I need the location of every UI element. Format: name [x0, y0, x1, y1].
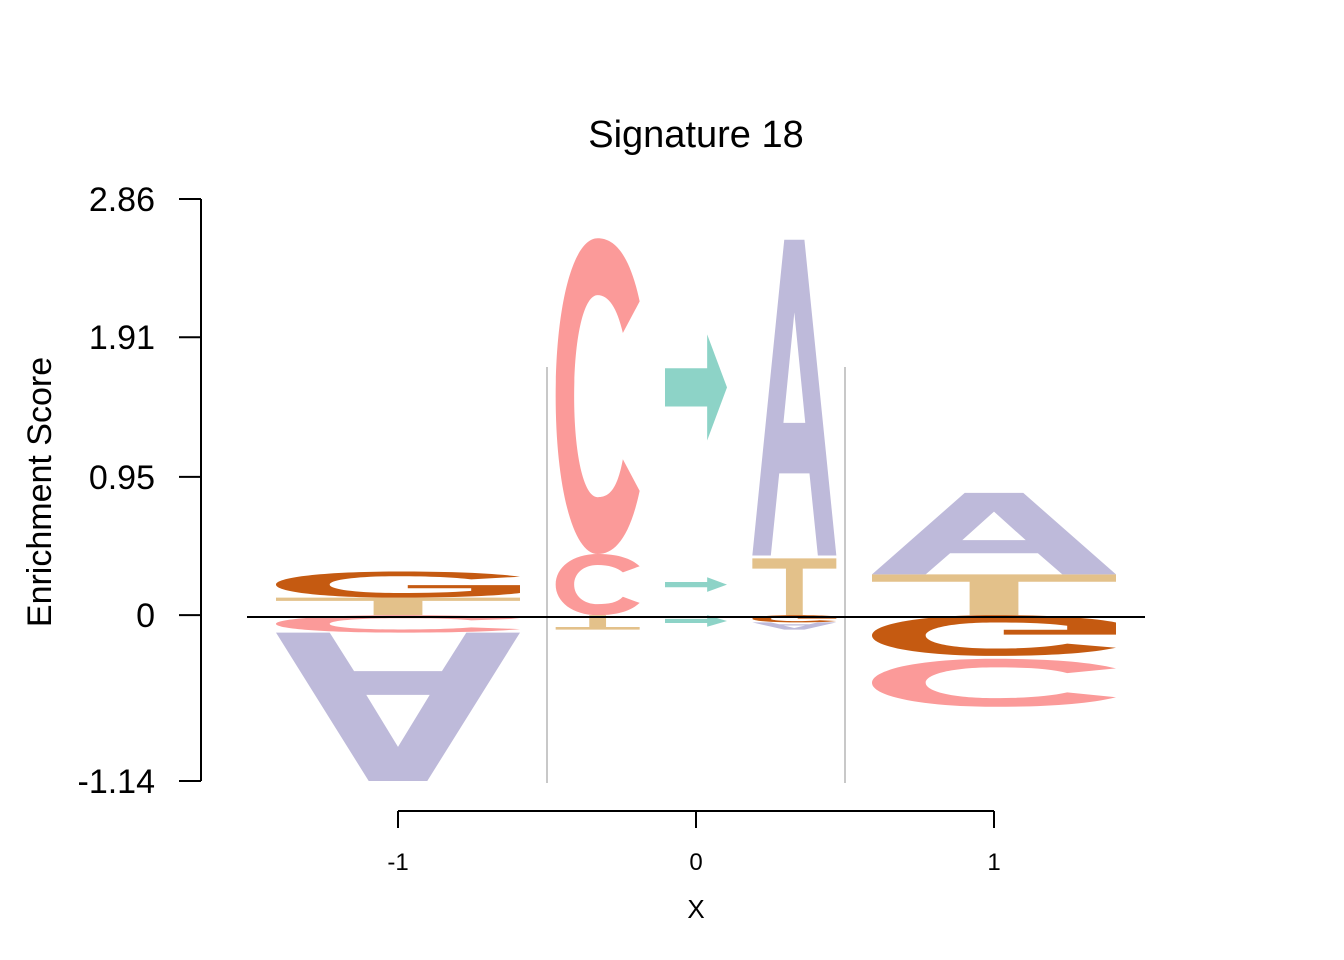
y-tick-label: -1.14 [78, 763, 156, 801]
y-tick-label: 2.86 [89, 181, 155, 219]
position-separators [546, 367, 846, 783]
letter-g [872, 615, 1116, 656]
letter-t [276, 597, 520, 616]
arrow-icon [665, 577, 727, 592]
y-axis-label: Enrichment Score [21, 357, 59, 627]
y-tick-label: 0.95 [89, 459, 155, 497]
letter-g [276, 571, 520, 598]
letter-a [752, 622, 837, 630]
y-axis: 2.86 1.91 0.95 0 -1.14 [78, 181, 202, 801]
letter-a [752, 239, 837, 556]
y-tick-label: 1.91 [89, 319, 155, 357]
arrow-icon [665, 334, 727, 441]
x-tick-label: 0 [689, 849, 702, 876]
y-tick-label: 0 [136, 597, 155, 635]
letter-t [752, 558, 837, 616]
letter-c [555, 554, 640, 616]
x-axis: -1 0 1 [387, 810, 1001, 876]
letter-t [872, 574, 1116, 616]
x-tick-label: 1 [987, 849, 1000, 876]
letter-c [872, 658, 1116, 707]
letter-a [276, 632, 520, 781]
x-axis-label: X [687, 894, 704, 924]
logo-glyphs [276, 238, 1116, 781]
x-tick-label: -1 [387, 849, 408, 876]
letter-c [555, 238, 640, 555]
arrow-icon [665, 615, 727, 627]
letter-a [872, 492, 1116, 575]
letter-c [276, 615, 520, 633]
letter-t [555, 615, 640, 630]
chart-title: Signature 18 [588, 114, 804, 156]
